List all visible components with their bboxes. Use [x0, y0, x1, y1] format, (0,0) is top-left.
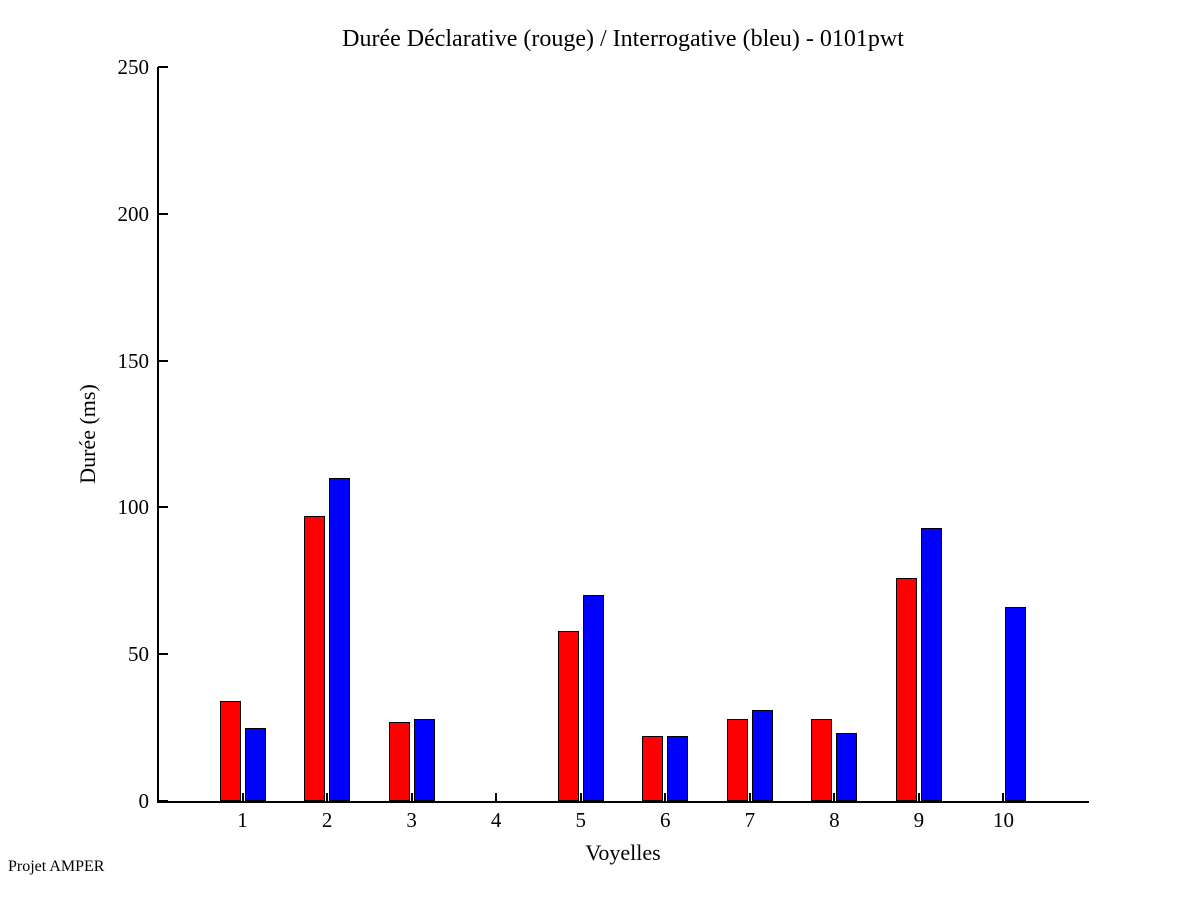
x-tick-label: 5 [575, 808, 586, 832]
x-tick-mark [664, 793, 667, 801]
y-tick-mark [158, 800, 168, 802]
y-axis-label: Durée (ms) [75, 384, 100, 484]
y-tick-mark [158, 212, 168, 215]
y-tick-mark [158, 359, 168, 362]
x-tick-mark [1002, 793, 1005, 801]
bar-declarative-9 [895, 577, 917, 801]
x-tick-label: 10 [992, 808, 1014, 832]
y-tick-mark [158, 66, 168, 68]
x-tick-label: 2 [321, 808, 333, 832]
x-tick-label: 7 [744, 808, 756, 832]
x-tick-mark [579, 793, 582, 801]
y-tick-mark [158, 506, 168, 509]
y-tick-label: 150 [117, 348, 150, 373]
bar-declarative-2 [304, 516, 326, 801]
bar-interrogative-6 [667, 736, 689, 801]
x-tick-mark [495, 793, 498, 801]
chart-title: Durée Déclarative (rouge) / Interrogativ… [342, 26, 904, 52]
bar-declarative-7 [726, 718, 748, 801]
bar-interrogative-9 [920, 527, 942, 801]
bar-interrogative-8 [836, 733, 858, 801]
x-tick-label: 6 [660, 808, 671, 832]
bar-interrogative-2 [329, 478, 351, 801]
y-tick-label: 50 [128, 642, 149, 667]
x-axis-label: Voyelles [585, 840, 661, 865]
y-axis-line [157, 67, 159, 803]
x-tick-mark [748, 793, 751, 801]
x-axis-line [157, 801, 1089, 803]
x-tick-mark [833, 793, 836, 801]
y-tick-label: 200 [117, 201, 150, 226]
bar-interrogative-1 [244, 727, 266, 801]
bar-interrogative-5 [582, 595, 604, 801]
project-annotation: Projet AMPER [8, 858, 105, 875]
x-tick-mark [241, 793, 244, 801]
x-tick-label: 1 [237, 808, 248, 832]
bar-interrogative-3 [413, 718, 435, 801]
x-tick-mark [410, 793, 413, 801]
bar-declarative-5 [557, 630, 579, 801]
bar-interrogative-7 [751, 709, 773, 801]
y-tick-mark [158, 653, 168, 656]
bar-declarative-1 [219, 701, 241, 801]
x-tick-label: 8 [829, 808, 840, 832]
x-tick-label: 4 [490, 808, 502, 832]
bar-declarative-6 [642, 736, 664, 801]
x-tick-mark [326, 793, 329, 801]
x-tick-label: 3 [406, 808, 417, 832]
bar-declarative-3 [388, 721, 410, 801]
x-tick-label: 9 [913, 808, 925, 832]
x-tick-mark [917, 793, 920, 801]
y-tick-label: 250 [117, 55, 150, 79]
y-tick-label: 0 [138, 789, 150, 813]
bar-declarative-8 [811, 718, 833, 801]
y-tick-label: 100 [117, 495, 150, 520]
bar-interrogative-10 [1005, 607, 1027, 801]
